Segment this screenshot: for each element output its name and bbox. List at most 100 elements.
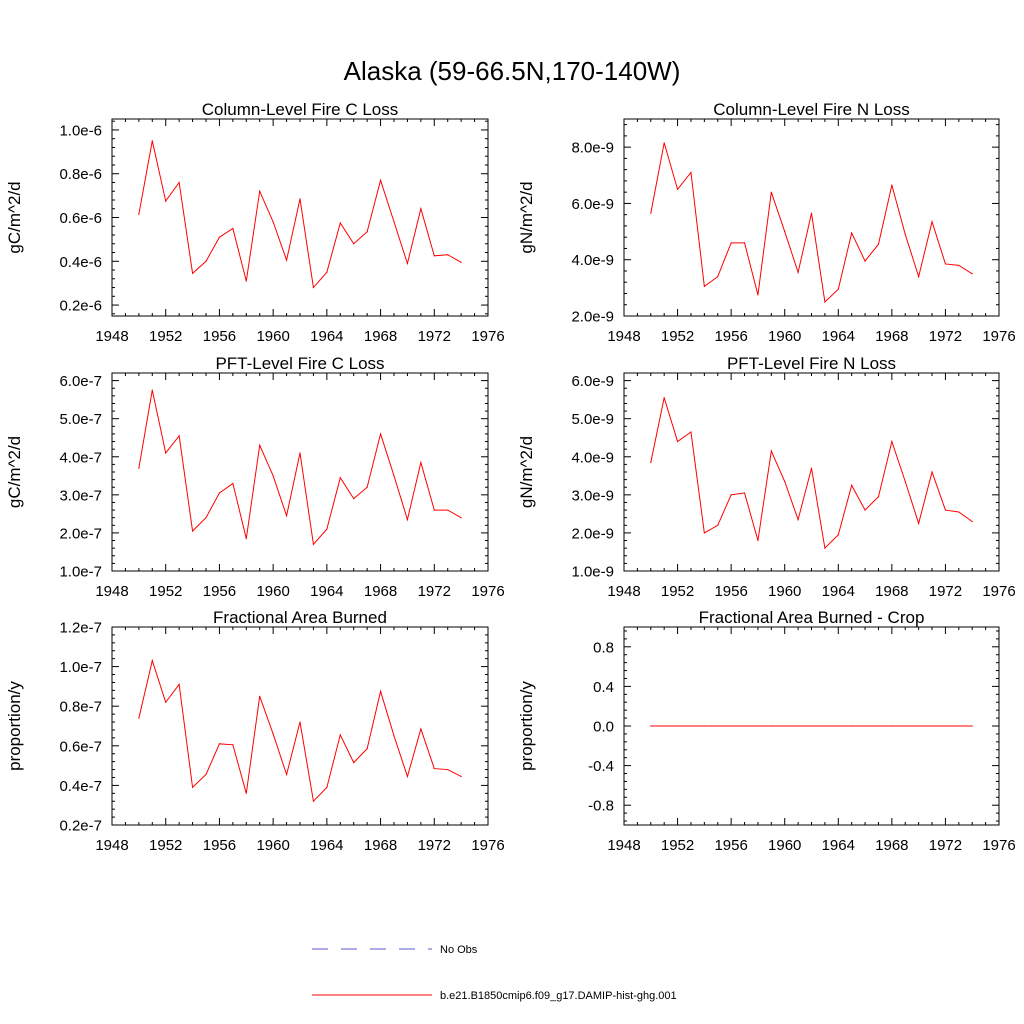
data-point [138, 467, 140, 469]
data-point [864, 260, 866, 262]
data-point [259, 444, 261, 446]
x-tick-label: 1956 [203, 328, 236, 345]
data-point [366, 486, 368, 488]
data-point [151, 660, 153, 662]
data-point [165, 452, 167, 454]
data-point [877, 496, 880, 498]
data-point [447, 768, 449, 771]
data-point [178, 683, 180, 686]
data-point [784, 480, 786, 483]
y-tick-label: 0.6e-6 [59, 210, 102, 227]
x-tick-label: 1972 [929, 837, 962, 854]
panel-1: 1948 1952 1956 1960 1964 1968 1972 1976 2.0e-9 4.… [517, 100, 1016, 345]
x-tick-label: 1960 [256, 837, 289, 854]
data-point [326, 786, 328, 788]
data-point [259, 190, 261, 192]
data-point [891, 440, 893, 443]
series-line [138, 390, 462, 546]
data-point [971, 725, 973, 727]
data-point [272, 475, 274, 477]
data-point [851, 725, 853, 727]
data-point [650, 725, 652, 727]
y-tick-label: 0.4 [593, 679, 614, 696]
legend-label-model: b.e21.B1850cmip6.f09_g17.DAMIP-hist-ghg.… [440, 990, 677, 1002]
data-point [676, 188, 679, 190]
x-tick-label: 1948 [95, 837, 128, 854]
y-tick-label: 0.8 [593, 639, 614, 656]
data-point [420, 461, 422, 464]
data-point [730, 242, 732, 244]
data-point [931, 221, 933, 223]
data-point [743, 242, 746, 244]
data-point [433, 767, 435, 770]
data-point [245, 538, 247, 540]
data-point [958, 725, 960, 727]
data-point [837, 725, 839, 727]
x-tick-label: 1964 [822, 837, 855, 854]
data-point [178, 435, 180, 437]
data-point [138, 717, 140, 719]
data-point [447, 254, 449, 256]
plot-frame [111, 372, 489, 572]
panel-title: PFT-Level Fire C Loss [215, 354, 384, 373]
data-point [676, 440, 679, 443]
x-tick-label: 1968 [364, 328, 397, 345]
panel-4: 1948 1952 1956 1960 1964 1968 1972 1976 0.2e-7 0.… [5, 608, 505, 854]
x-tick-label: 1956 [714, 837, 747, 854]
y-tick-label: 0.8e-7 [59, 699, 102, 716]
data-point [138, 213, 140, 215]
y-tick-label: 0.2e-7 [59, 818, 102, 835]
y-axis-label: gN/m^2/d [517, 436, 536, 508]
y-tick-label: 0.0 [593, 719, 614, 736]
x-tick-label: 1952 [661, 328, 694, 345]
y-tick-label: 6.0e-7 [59, 373, 102, 390]
y-tick-label: -0.8 [588, 798, 614, 815]
data-point [663, 397, 665, 399]
x-tick-label: 1964 [310, 837, 343, 854]
data-point [824, 725, 826, 727]
data-point [191, 786, 194, 788]
data-point [366, 231, 368, 233]
data-point [151, 140, 153, 142]
x-tick-label: 1976 [471, 583, 504, 600]
data-point [690, 431, 692, 433]
data-point [770, 725, 772, 727]
panel-title: Fractional Area Burned - Crop [699, 608, 925, 627]
data-point [837, 534, 839, 536]
data-point [353, 762, 355, 764]
x-tick-label: 1948 [607, 837, 640, 854]
x-tick-label: 1976 [471, 328, 504, 345]
y-tick-label: 1.0e-7 [59, 659, 102, 676]
data-point [650, 461, 652, 464]
data-point [393, 735, 395, 737]
x-tick-label: 1968 [364, 583, 397, 600]
data-point [205, 517, 207, 519]
x-tick-label: 1952 [149, 328, 182, 345]
data-point [690, 725, 692, 727]
data-point [958, 264, 960, 266]
data-point [944, 725, 947, 727]
x-tick-label: 1964 [822, 583, 855, 600]
y-tick-label: 0.8e-6 [59, 166, 102, 183]
data-point [353, 498, 355, 500]
data-point [837, 288, 839, 290]
data-point [958, 511, 960, 513]
data-point [285, 773, 288, 776]
y-tick-label: 6.0e-9 [571, 373, 614, 390]
data-point [218, 492, 221, 494]
plot-frame [623, 118, 1000, 317]
data-point [851, 484, 853, 486]
x-tick-label: 1948 [95, 583, 128, 600]
panel-3: 1948 1952 1956 1960 1964 1968 1972 1976 1.0e-9 2.… [517, 354, 1016, 600]
y-tick-label: 8.0e-9 [571, 140, 614, 157]
panel-5: 1948 1952 1956 1960 1964 1968 1972 1976 -0.8 -0.4… [517, 608, 1016, 854]
data-point [784, 725, 786, 727]
x-tick-label: 1952 [661, 837, 694, 854]
data-point [379, 433, 382, 435]
x-tick-label: 1964 [310, 583, 343, 600]
data-point [191, 530, 194, 532]
data-point [971, 520, 973, 523]
data-point [931, 471, 933, 473]
legend: No Obs b.e21.B1850cmip6.f09_g17.DAMIP-hi… [312, 944, 677, 1002]
x-tick-label: 1968 [875, 583, 908, 600]
